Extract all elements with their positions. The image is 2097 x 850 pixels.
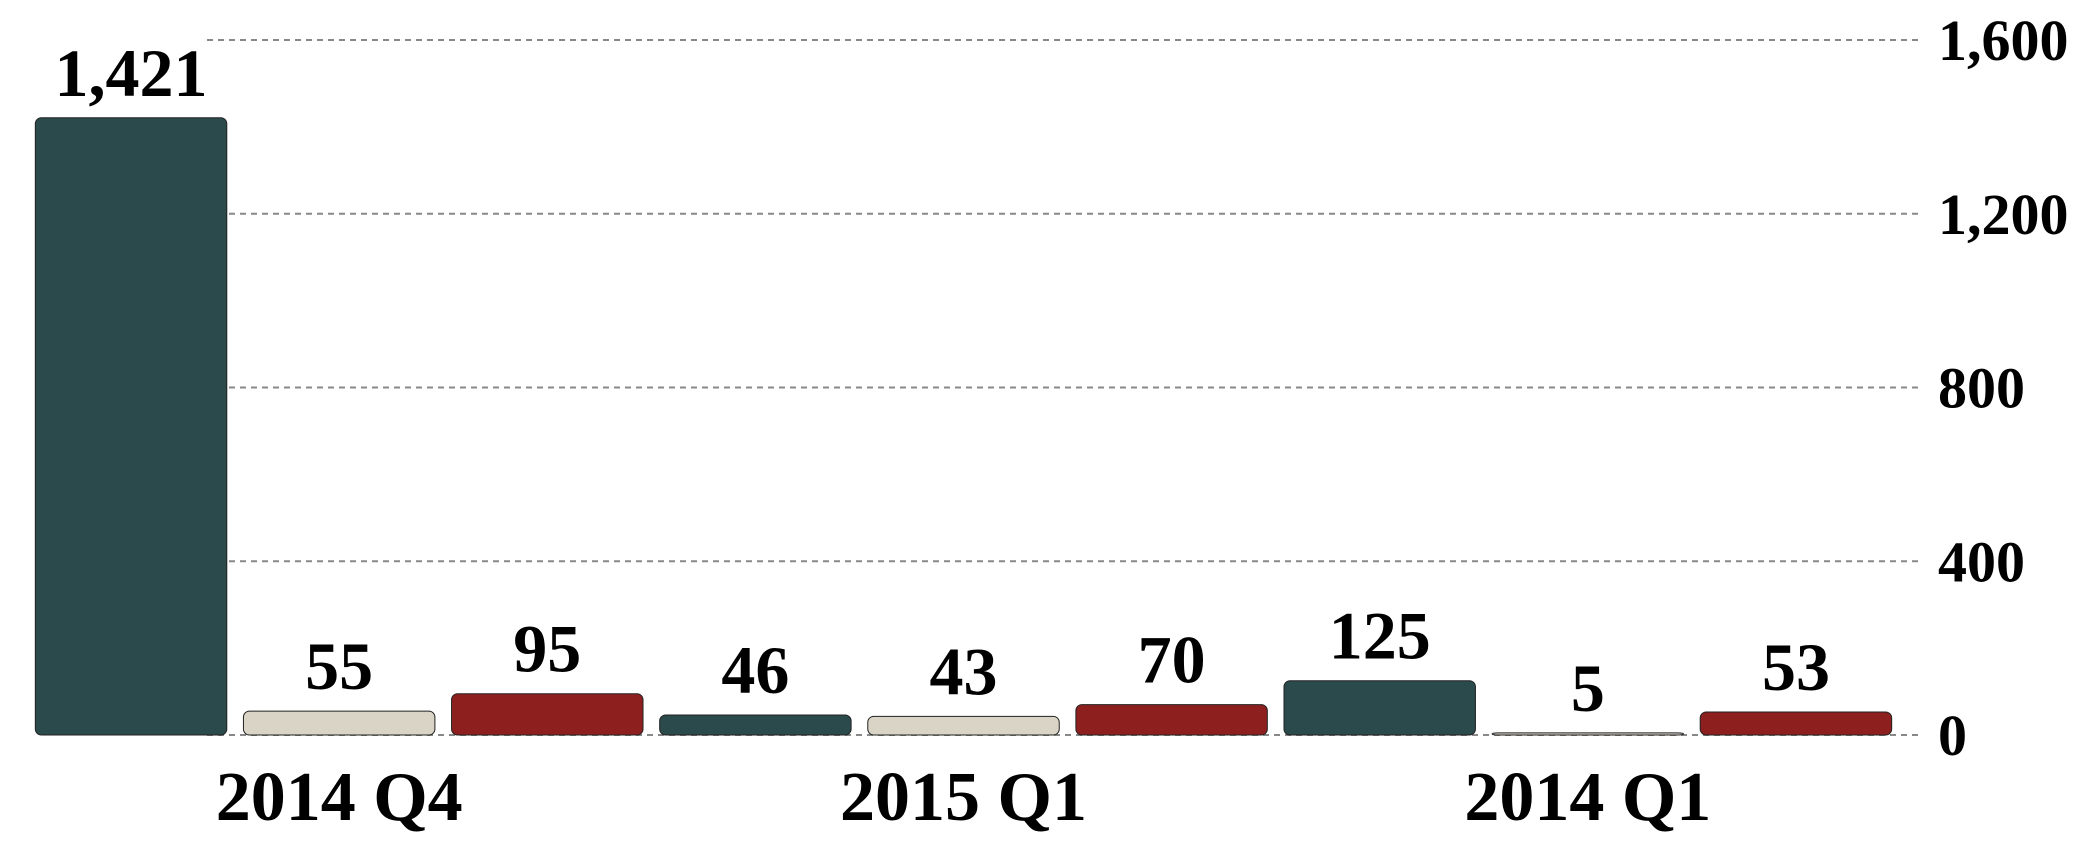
y-tick-label: 800 bbox=[1938, 356, 2025, 421]
bar bbox=[660, 715, 851, 735]
bar bbox=[452, 694, 643, 735]
bar bbox=[1284, 681, 1475, 735]
y-tick-label: 0 bbox=[1938, 703, 1967, 768]
x-tick-label: 2014 Q4 bbox=[216, 759, 463, 836]
data-label: 125 bbox=[1329, 598, 1431, 674]
x-tick-label: 2014 Q1 bbox=[1464, 759, 1711, 836]
y-tick-label: 1,600 bbox=[1938, 8, 2069, 73]
y-tick-label: 1,200 bbox=[1938, 182, 2069, 247]
y-tick-label: 400 bbox=[1938, 529, 2025, 594]
data-label: 53 bbox=[1762, 629, 1830, 705]
data-label: 46 bbox=[721, 632, 789, 708]
bar bbox=[1700, 712, 1891, 735]
data-label: 5 bbox=[1571, 650, 1605, 726]
bar bbox=[35, 118, 226, 735]
bar bbox=[1492, 733, 1683, 735]
data-label: 70 bbox=[1138, 622, 1206, 698]
data-label: 95 bbox=[513, 611, 581, 687]
bar bbox=[868, 716, 1059, 735]
bar bbox=[1076, 705, 1267, 735]
bar bbox=[243, 711, 434, 735]
data-label: 1,421 bbox=[55, 35, 208, 111]
chart: 0 400 800 1,200 1,600 2014 Q4 1,421 55 95 2015 Q1… bbox=[0, 0, 2097, 850]
data-label: 55 bbox=[305, 628, 373, 704]
x-tick-label: 2015 Q1 bbox=[840, 759, 1087, 836]
data-label: 43 bbox=[930, 633, 998, 709]
